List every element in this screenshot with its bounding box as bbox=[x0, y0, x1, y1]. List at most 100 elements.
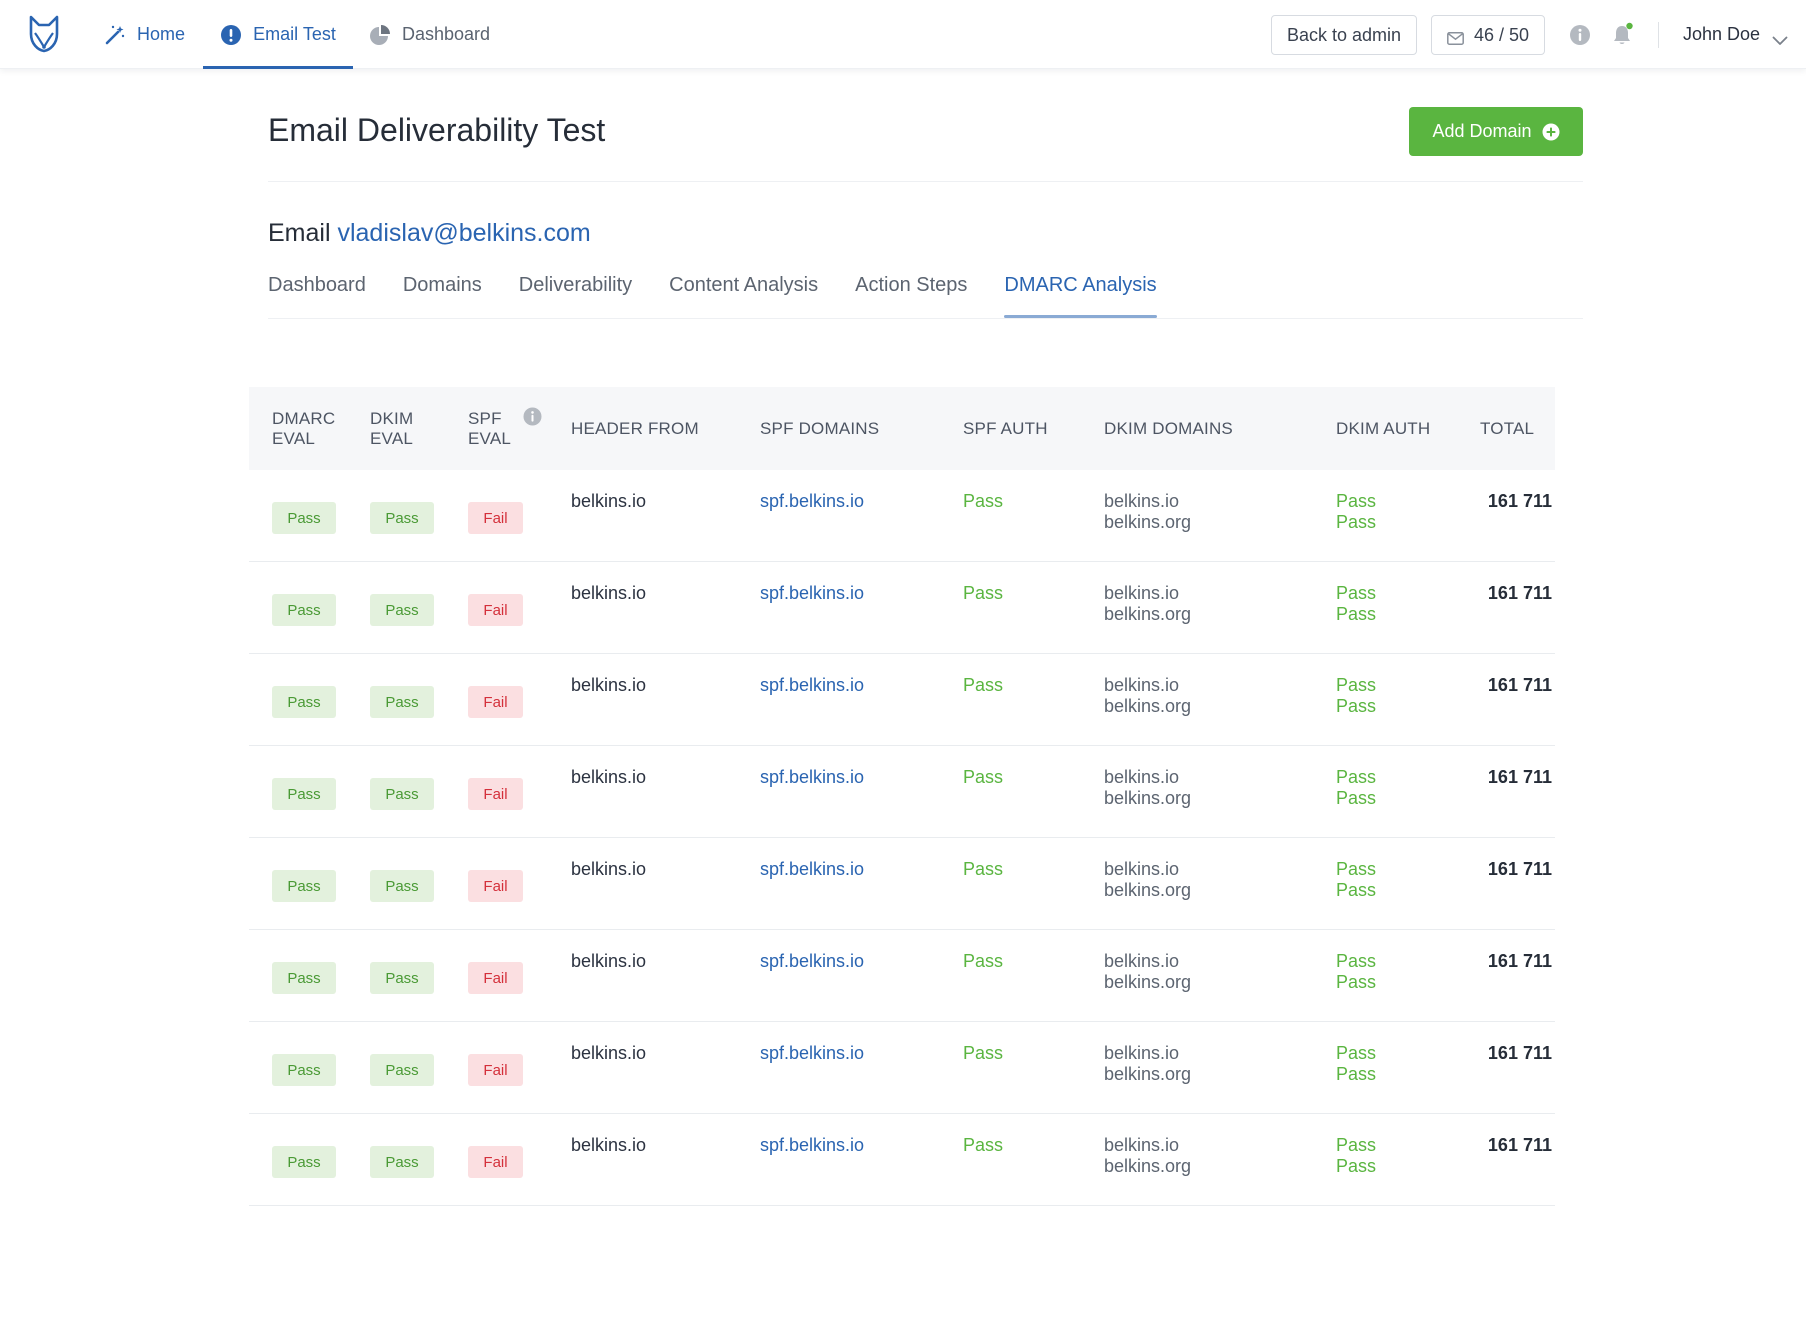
col-spf-auth[interactable]: SPF AUTH bbox=[963, 418, 1048, 438]
dkim-auth-cell: Pass Pass bbox=[1336, 1043, 1376, 1085]
user-menu[interactable]: John Doe bbox=[1683, 0, 1788, 69]
col-spf-eval[interactable]: SPF EVAL bbox=[468, 387, 542, 470]
dkim-domains-cell: belkins.io belkins.org bbox=[1104, 951, 1191, 993]
dkim-auth-value: Pass bbox=[1336, 788, 1377, 808]
col-total[interactable]: TOTAL bbox=[1480, 418, 1535, 438]
mail-icon bbox=[1447, 29, 1464, 45]
dkim-auth-value: Pass bbox=[1336, 767, 1377, 787]
email-credits-button[interactable]: 46 / 50 bbox=[1431, 15, 1545, 55]
spf-eval-badge: Fail bbox=[468, 870, 523, 902]
spf-eval-badge: Fail bbox=[468, 1054, 523, 1086]
subtab-dmarc-analysis[interactable]: DMARC Analysis bbox=[1004, 270, 1157, 318]
col-header-from[interactable]: HEADER FROM bbox=[571, 418, 699, 438]
dkim-auth-value: Pass bbox=[1336, 859, 1377, 879]
dmarc-eval-badge: Pass bbox=[272, 1146, 336, 1178]
pie-chart-icon bbox=[369, 24, 391, 46]
table-row: Pass Pass Fail belkins.io spf.belkins.io Pass… bbox=[249, 1114, 1555, 1206]
dmarc-eval-badge: Pass bbox=[272, 962, 336, 994]
total-cell: 161 711 bbox=[1487, 491, 1552, 511]
dkim-domain: belkins.io bbox=[1104, 675, 1180, 695]
col-dmarc-eval[interactable]: DMARC EVAL bbox=[272, 387, 335, 470]
dkim-domains-cell: belkins.io belkins.org bbox=[1104, 1043, 1191, 1085]
spf-auth-cell: Pass bbox=[963, 583, 1004, 603]
spf-auth-cell: Pass bbox=[963, 491, 1004, 511]
nav-dashboard[interactable]: Dashboard bbox=[369, 0, 490, 69]
dkim-auth-value: Pass bbox=[1336, 696, 1377, 716]
dkim-eval-badge: Pass bbox=[370, 594, 434, 626]
dkim-eval-badge: Pass bbox=[370, 870, 434, 902]
col-spf-domains[interactable]: SPF DOMAINS bbox=[760, 418, 880, 438]
info-icon[interactable] bbox=[1569, 24, 1591, 46]
back-to-admin-button[interactable]: Back to admin bbox=[1271, 15, 1417, 55]
dkim-domain: belkins.io bbox=[1104, 1043, 1180, 1063]
spf-domain-link[interactable]: spf.belkins.io bbox=[760, 1043, 865, 1063]
notification-bell-icon[interactable] bbox=[1612, 22, 1634, 46]
dkim-domain: belkins.io bbox=[1104, 1135, 1180, 1155]
top-navbar: Home Email Test Dashboard Back to admin bbox=[0, 0, 1806, 69]
spf-eval-badge: Fail bbox=[468, 502, 523, 534]
dkim-auth-value: Pass bbox=[1336, 880, 1377, 900]
spf-domain-link[interactable]: spf.belkins.io bbox=[760, 583, 865, 603]
header-from-cell: belkins.io bbox=[571, 491, 647, 511]
dkim-domains-cell: belkins.io belkins.org bbox=[1104, 859, 1191, 901]
dkim-domain: belkins.org bbox=[1104, 1156, 1192, 1176]
email-credits-count: 46 / 50 bbox=[1473, 24, 1530, 45]
divider bbox=[1658, 22, 1659, 48]
nav-home[interactable]: Home bbox=[104, 0, 185, 69]
subtab-deliverability[interactable]: Deliverability bbox=[518, 274, 633, 296]
chevron-down-icon bbox=[1772, 30, 1788, 45]
dkim-domain: belkins.io bbox=[1104, 859, 1180, 879]
subtab-content-analysis[interactable]: Content Analysis bbox=[669, 274, 819, 296]
dkim-auth-value: Pass bbox=[1336, 1135, 1377, 1155]
spf-eval-badge: Fail bbox=[468, 962, 523, 994]
dkim-domain: belkins.io bbox=[1104, 583, 1180, 603]
dkim-auth-cell: Pass Pass bbox=[1336, 859, 1376, 901]
spf-auth-cell: Pass bbox=[963, 859, 1004, 879]
spf-eval-badge: Fail bbox=[468, 686, 523, 718]
dkim-domain: belkins.org bbox=[1104, 604, 1192, 624]
col-dkim-auth[interactable]: DKIM AUTH bbox=[1336, 418, 1431, 438]
dkim-domain: belkins.org bbox=[1104, 696, 1192, 716]
spf-auth-cell: Pass bbox=[963, 1135, 1004, 1155]
col-dkim-eval[interactable]: DKIM EVAL bbox=[370, 387, 413, 470]
dkim-domain: belkins.org bbox=[1104, 880, 1192, 900]
spf-domain-link[interactable]: spf.belkins.io bbox=[760, 859, 865, 879]
fox-logo-icon[interactable] bbox=[26, 14, 62, 54]
spf-domain-link[interactable]: spf.belkins.io bbox=[760, 951, 865, 971]
header-from-cell: belkins.io bbox=[571, 1043, 647, 1063]
col-dkim-eval-label-1: DKIM bbox=[370, 408, 414, 428]
info-icon[interactable] bbox=[523, 407, 542, 426]
email-prefix: Email bbox=[268, 219, 331, 247]
email-address-link[interactable]: vladislav@belkins.com bbox=[337, 219, 591, 247]
header-from-cell: belkins.io bbox=[571, 1135, 647, 1155]
header-from-cell: belkins.io bbox=[571, 859, 647, 879]
dkim-auth-value: Pass bbox=[1336, 1043, 1377, 1063]
magic-wand-icon bbox=[104, 24, 126, 46]
spf-domain-link[interactable]: spf.belkins.io bbox=[760, 1135, 865, 1155]
nav-email-test-label: Email Test bbox=[253, 24, 336, 44]
add-domain-label: Add Domain bbox=[1432, 121, 1532, 141]
spf-domain-link[interactable]: spf.belkins.io bbox=[760, 675, 865, 695]
dkim-domain: belkins.org bbox=[1104, 512, 1192, 532]
subtab-action-steps[interactable]: Action Steps bbox=[855, 274, 968, 296]
subtab-dashboard[interactable]: Dashboard bbox=[268, 274, 366, 296]
nav-email-test[interactable]: Email Test bbox=[203, 0, 353, 69]
dkim-domains-cell: belkins.io belkins.org bbox=[1104, 583, 1191, 625]
spf-domain-link[interactable]: spf.belkins.io bbox=[760, 491, 865, 511]
total-cell: 161 711 bbox=[1487, 1135, 1552, 1155]
add-domain-button[interactable]: Add Domain bbox=[1409, 107, 1583, 156]
spf-eval-badge: Fail bbox=[468, 778, 523, 810]
dkim-eval-badge: Pass bbox=[370, 502, 434, 534]
table-row: Pass Pass Fail belkins.io spf.belkins.io Pass… bbox=[249, 1022, 1555, 1114]
col-dkim-domains[interactable]: DKIM DOMAINS bbox=[1104, 418, 1233, 438]
alert-circle-icon bbox=[220, 24, 242, 46]
col-dmarc-eval-label-2: EVAL bbox=[272, 428, 316, 448]
dkim-domains-cell: belkins.io belkins.org bbox=[1104, 1135, 1191, 1177]
col-dmarc-eval-label-1: DMARC bbox=[272, 408, 336, 428]
dkim-domain: belkins.io bbox=[1104, 491, 1180, 511]
nav-home-label: Home bbox=[137, 24, 186, 44]
dkim-eval-badge: Pass bbox=[370, 962, 434, 994]
subtab-domains[interactable]: Domains bbox=[402, 274, 482, 296]
spf-auth-cell: Pass bbox=[963, 951, 1004, 971]
spf-domain-link[interactable]: spf.belkins.io bbox=[760, 767, 865, 787]
